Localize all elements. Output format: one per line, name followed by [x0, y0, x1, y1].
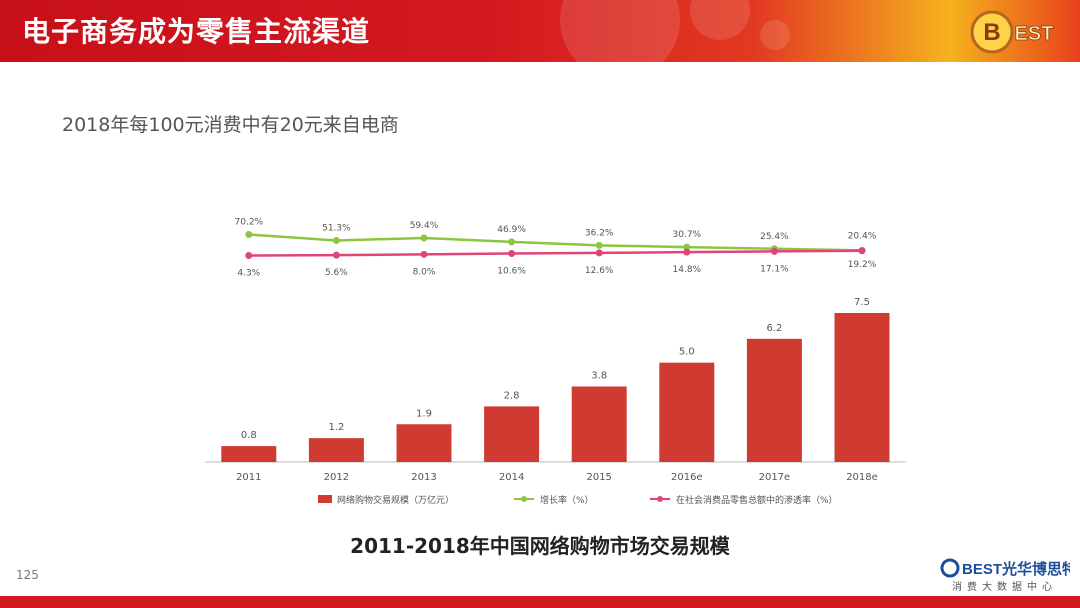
x-tick-label: 2012 — [324, 472, 349, 483]
legend-swatch-bar — [318, 495, 332, 503]
footer-brand-text: BEST光华博思特 — [962, 560, 1070, 578]
growth-rate-value-label: 59.4% — [410, 221, 439, 231]
legend-marker-growth — [521, 496, 527, 502]
penetration-rate-value-label: 12.6% — [585, 266, 614, 276]
penetration-rate-point — [858, 247, 866, 255]
penetration-rate-value-label: 5.6% — [325, 268, 348, 278]
decor-glow — [760, 20, 790, 50]
penetration-rate-point — [245, 252, 253, 260]
x-tick-label: 2018e — [846, 472, 878, 483]
growth-rate-value-label: 70.2% — [235, 218, 264, 228]
page-number: 125 — [16, 568, 39, 582]
bar-value-label: 1.2 — [328, 422, 344, 433]
growth-rate-value-label: 46.9% — [497, 225, 526, 235]
x-tick-label: 2015 — [586, 472, 611, 483]
x-tick-label: 2016e — [671, 472, 703, 483]
bar-value-label: 5.0 — [679, 347, 695, 358]
growth-rate-point — [332, 237, 340, 245]
penetration-rate-point — [595, 249, 603, 257]
growth-rate-value-label: 36.2% — [585, 228, 614, 238]
decor-glow — [560, 0, 680, 62]
bottom-bar — [0, 596, 1080, 608]
legend-label-bar: 网络购物交易规模（万亿元） — [337, 494, 454, 506]
penetration-rate-value-label: 10.6% — [497, 266, 526, 276]
bar-2017e — [746, 338, 802, 462]
bar-2014 — [484, 406, 540, 462]
bar-value-label: 3.8 — [591, 371, 607, 382]
bar-2012 — [308, 438, 364, 462]
growth-rate-point — [683, 243, 691, 251]
bar-2013 — [396, 424, 452, 462]
x-tick-label: 2011 — [236, 472, 261, 483]
penetration-rate-line — [248, 249, 863, 257]
slide-title: 电子商务成为零售主流渠道 — [22, 15, 371, 48]
penetration-rate-value-label: 19.2% — [848, 260, 877, 270]
x-tick-label: 2013 — [411, 472, 436, 483]
penetration-rate-point — [420, 250, 428, 258]
chart-title: 2011-2018年中国网络购物市场交易规模 — [350, 534, 730, 558]
bar-value-label: 0.8 — [241, 430, 257, 441]
growth-rate-point — [245, 231, 253, 238]
x-tick-label: 2014 — [499, 472, 524, 483]
growth-rate-line — [248, 233, 863, 252]
penetration-rate-value-label: 4.3% — [237, 269, 260, 279]
growth-rate-value-label: 20.4% — [848, 231, 877, 241]
growth-rate-value-label: 51.3% — [322, 224, 351, 234]
penetration-rate-point — [508, 249, 516, 257]
growth-rate-point — [595, 241, 603, 249]
legend-label-penetration: 在社会消费品零售总额中的渗透率（%） — [676, 494, 838, 506]
bar-value-label: 2.8 — [504, 390, 520, 401]
footer-tagline: 消费大数据中心 — [952, 582, 1057, 593]
header-banner: 电子商务成为零售主流渠道 B EST — [0, 0, 1080, 62]
bar-2015 — [571, 386, 627, 462]
legend-label-growth: 增长率（%） — [540, 494, 594, 506]
penetration-rate-point — [770, 247, 778, 255]
bar-value-label: 1.9 — [416, 408, 432, 419]
footer-brand-logo: BEST光华博思特 — [940, 558, 1070, 578]
bar-value-label: 7.5 — [854, 297, 870, 308]
slide-subtitle: 2018年每100元消费中有20元来自电商 — [62, 114, 399, 136]
growth-rate-point — [420, 234, 428, 242]
bar-2016e — [659, 362, 715, 462]
penetration-rate-value-label: 17.1% — [760, 264, 789, 274]
bar-2011 — [221, 446, 277, 462]
x-tick-label: 2017e — [759, 472, 791, 483]
penetration-rate-value-label: 14.8% — [673, 265, 702, 275]
logo-letters: EST — [1015, 23, 1054, 45]
best-logo: B EST — [970, 10, 1054, 54]
penetration-rate-point — [332, 251, 340, 259]
growth-rate-value-label: 30.7% — [673, 230, 702, 240]
bar-value-label: 6.2 — [766, 323, 782, 334]
growth-rate-point — [508, 238, 516, 246]
logo-letter: B — [983, 19, 1000, 46]
legend-marker-penetration — [657, 496, 663, 502]
penetration-rate-point — [683, 248, 691, 256]
bar-2018e — [834, 313, 890, 462]
penetration-rate-value-label: 8.0% — [413, 267, 436, 277]
growth-rate-value-label: 25.4% — [760, 232, 789, 242]
